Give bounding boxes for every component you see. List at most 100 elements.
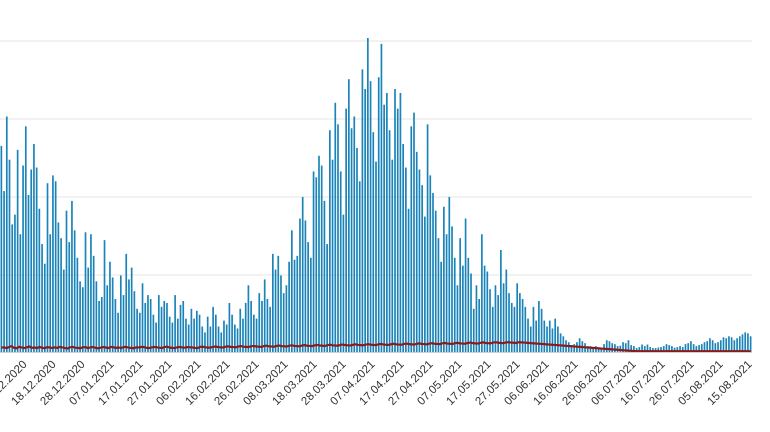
bar bbox=[600, 348, 603, 352]
bar bbox=[84, 232, 87, 352]
bar bbox=[119, 275, 122, 352]
bar bbox=[367, 38, 369, 352]
bar bbox=[500, 249, 502, 352]
bar bbox=[733, 340, 736, 352]
bar bbox=[103, 240, 106, 352]
bar bbox=[272, 253, 274, 353]
bar bbox=[182, 300, 185, 352]
bar bbox=[749, 336, 752, 352]
bar bbox=[258, 293, 261, 353]
bar bbox=[49, 234, 52, 352]
bar bbox=[190, 308, 193, 352]
bar bbox=[722, 337, 725, 352]
bar bbox=[524, 306, 527, 352]
bar bbox=[475, 285, 478, 352]
bar bbox=[141, 283, 144, 352]
bar bbox=[14, 214, 16, 353]
bar bbox=[157, 295, 160, 352]
bar bbox=[331, 159, 334, 352]
bar bbox=[491, 306, 494, 352]
bar bbox=[692, 344, 695, 352]
bar bbox=[160, 306, 163, 352]
bar bbox=[540, 308, 543, 352]
bar bbox=[35, 167, 38, 352]
bar bbox=[217, 326, 220, 352]
bar bbox=[291, 230, 293, 352]
bar bbox=[361, 69, 364, 353]
bar bbox=[122, 295, 125, 352]
bar bbox=[204, 332, 206, 353]
bar bbox=[619, 345, 622, 352]
bar bbox=[111, 277, 114, 352]
bar bbox=[654, 348, 657, 352]
bar bbox=[690, 341, 692, 352]
bar bbox=[706, 341, 709, 352]
bar bbox=[736, 338, 738, 352]
bar bbox=[212, 306, 214, 352]
bar bbox=[206, 316, 209, 352]
bar bbox=[559, 333, 562, 352]
bar bbox=[489, 289, 491, 352]
bar bbox=[174, 295, 176, 352]
bar bbox=[0, 145, 3, 352]
bar bbox=[117, 312, 119, 352]
bar bbox=[462, 265, 464, 352]
bar bbox=[709, 338, 711, 352]
bar bbox=[345, 108, 347, 353]
bar bbox=[698, 345, 700, 352]
bar bbox=[168, 316, 171, 352]
bar bbox=[304, 220, 307, 352]
bar bbox=[348, 79, 350, 353]
bar bbox=[448, 196, 451, 352]
bar bbox=[665, 344, 668, 352]
bar bbox=[402, 143, 404, 352]
bar bbox=[377, 77, 380, 352]
bar bbox=[228, 302, 231, 352]
bar bbox=[684, 344, 687, 352]
bar bbox=[255, 318, 258, 352]
bar bbox=[19, 234, 22, 352]
bar bbox=[738, 336, 741, 352]
bar bbox=[660, 347, 662, 352]
bar bbox=[630, 345, 633, 352]
bar bbox=[502, 283, 505, 352]
bar bbox=[478, 299, 480, 352]
bar bbox=[570, 345, 573, 352]
bar bbox=[396, 108, 399, 353]
bar bbox=[185, 318, 187, 352]
bar bbox=[687, 343, 690, 352]
bar bbox=[714, 343, 717, 352]
bar bbox=[109, 261, 111, 352]
bar bbox=[459, 238, 461, 352]
bar bbox=[508, 293, 510, 353]
bar bbox=[266, 299, 269, 352]
bar bbox=[589, 346, 592, 352]
bar bbox=[280, 275, 282, 352]
bar bbox=[326, 244, 328, 352]
bar bbox=[467, 257, 470, 352]
bar bbox=[198, 314, 201, 352]
bar bbox=[5, 116, 8, 352]
bar bbox=[535, 320, 538, 352]
bar bbox=[315, 177, 318, 352]
bar bbox=[239, 308, 242, 352]
bar bbox=[643, 346, 646, 352]
bar bbox=[166, 302, 168, 352]
bar bbox=[456, 285, 459, 352]
bar bbox=[410, 126, 413, 352]
bar bbox=[163, 300, 166, 352]
bar bbox=[201, 326, 204, 352]
bar bbox=[421, 185, 423, 352]
bar bbox=[578, 338, 581, 352]
bar bbox=[451, 226, 453, 352]
bar bbox=[334, 102, 337, 352]
bar bbox=[43, 263, 46, 352]
bar bbox=[747, 333, 749, 352]
bar bbox=[388, 130, 391, 352]
bar bbox=[627, 340, 630, 352]
bar bbox=[415, 151, 418, 352]
bar bbox=[41, 244, 43, 352]
bar bbox=[33, 143, 35, 352]
bar bbox=[437, 238, 440, 352]
